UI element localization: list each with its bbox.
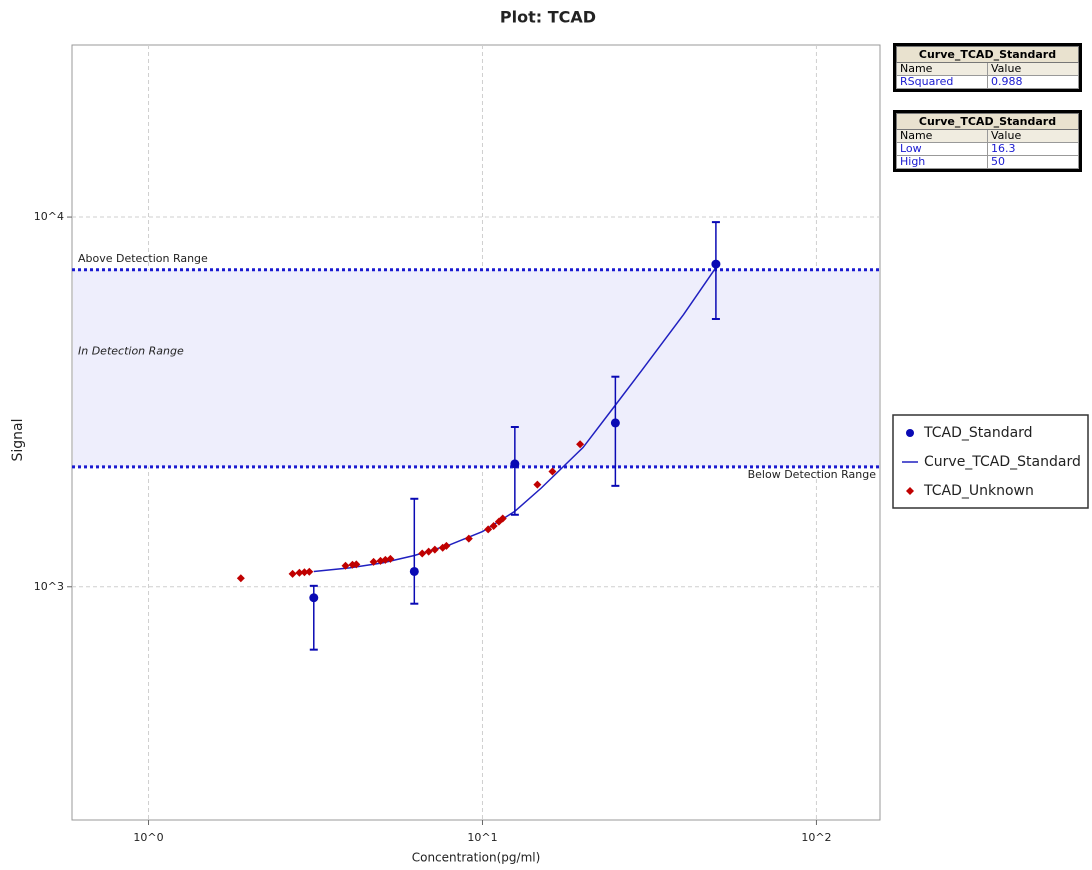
unknown-point [442,541,451,550]
unknown-point [489,522,498,531]
unknown-point [369,557,378,566]
column-header: Name [896,129,988,143]
stats-table: Curve_TCAD_Standard Name Value RSquared 0.98… [893,43,1082,92]
table-title: Curve_TCAD_Standard [896,113,1079,130]
unknown-point [430,545,439,554]
unknown-point [300,568,309,577]
x-tick-label: 10^2 [801,831,831,844]
table-cell: 0.988 [987,75,1079,89]
unknown-point [464,534,473,543]
x-axis-label: Concentration(pg/ml) [412,851,541,865]
legend-label: Curve_TCAD_Standard [924,454,1081,470]
legend-symbol [906,487,914,495]
unknown-point [576,440,585,449]
y-axis-label: Signal [10,418,26,461]
unknown-point [288,569,297,578]
table-cell: RSquared [896,75,988,89]
unknown-point [418,549,427,558]
standard-point [409,566,419,576]
table-cell: High [896,155,988,169]
table-cell: 16.3 [987,142,1079,156]
chart-title: Plot: TCAD [500,8,596,27]
standard-point [510,459,520,469]
standard-point [711,259,721,269]
legend-label: TCAD_Unknown [923,483,1034,499]
unknown-point [295,568,304,577]
standard-point [610,418,620,428]
column-header: Name [896,62,988,76]
y-tick-label: 10^4 [34,210,64,223]
column-header: Value [987,129,1079,143]
column-header: Value [987,62,1079,76]
standard-point [309,593,319,603]
legend: TCAD_Standard Curve_TCAD_Standard TCAD_Unk… [892,414,1089,509]
range-label: In Detection Range [78,344,184,357]
unknown-point [548,467,557,476]
unknown-point [424,547,433,556]
unknown-point [305,567,314,576]
stats-table: Curve_TCAD_Standard Name Value Low 16.3 High 5… [893,110,1082,172]
unknown-point [484,525,493,534]
y-tick-label: 10^3 [34,580,64,593]
table-title: Curve_TCAD_Standard [896,46,1079,63]
table-cell: Low [896,142,988,156]
unknown-point [236,574,245,583]
unknown-point [533,480,542,489]
legend-box [892,414,1089,509]
x-tick-label: 10^1 [467,831,497,844]
unknown-point [341,561,350,570]
unknown-point [498,514,507,523]
range-label: Above Detection Range [78,252,208,265]
range-label: Below Detection Range [748,468,877,481]
unknown-point [386,554,395,563]
legend-label: TCAD_Standard [923,425,1033,441]
detection-band [73,269,879,467]
table-cell: 50 [987,155,1079,169]
unknown-point [352,560,361,569]
x-tick-label: 10^0 [133,831,163,844]
legend-symbol [906,429,914,437]
